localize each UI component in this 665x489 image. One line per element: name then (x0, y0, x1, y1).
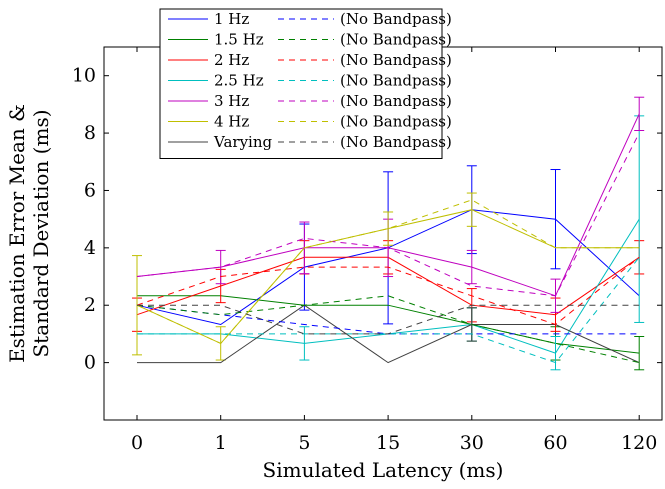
legend-label: (No Bandpass) (340, 51, 452, 69)
y-axis-title-line-2: Standard Deviation (ms) (29, 109, 53, 357)
legend-label: Varying (213, 133, 273, 151)
legend-label: (No Bandpass) (340, 113, 452, 131)
legend-label: (No Bandpass) (340, 133, 452, 151)
y-tick-label: 2 (84, 294, 96, 316)
legend-label: 2.5 Hz (214, 72, 264, 90)
y-tick-label: 0 (84, 352, 96, 374)
y-tick-label: 8 (84, 122, 96, 144)
x-tick-label: 0 (131, 432, 143, 454)
series-line (136, 304, 640, 335)
series-line (136, 256, 640, 326)
series-line (137, 304, 640, 335)
x-tick-label: 60 (543, 432, 567, 454)
legend-label: 1.5 Hz (214, 31, 264, 49)
legend-label: 1 Hz (214, 10, 249, 28)
legend-label: (No Bandpass) (340, 72, 452, 90)
y-tick-label: 10 (72, 65, 96, 87)
x-tick-label: 5 (298, 432, 310, 454)
y-axis-title-line-1: Estimation Error Mean & (5, 104, 29, 363)
x-axis-title: Simulated Latency (ms) (263, 458, 504, 482)
legend-label: 4 Hz (214, 113, 249, 131)
y-tick-label: 6 (84, 179, 96, 201)
legend-box (159, 8, 443, 159)
x-tick-label: 120 (621, 432, 657, 454)
series-line (137, 256, 640, 364)
x-tick-label: 1 (215, 432, 227, 454)
series-line (136, 132, 640, 297)
x-tick-label: 30 (460, 432, 484, 454)
y-tick-label: 4 (84, 237, 96, 259)
legend: 1 Hz 1.5 Hz 2 Hz 2.5 Hz 3 Hz 4 Hz Varying (No B… (159, 8, 452, 159)
x-tick-label: 15 (376, 432, 400, 454)
legend-label: 2 Hz (214, 51, 249, 69)
legend-label: 3 Hz (214, 92, 249, 110)
legend-label: (No Bandpass) (340, 31, 452, 49)
series-line (136, 199, 640, 345)
plot-area (132, 96, 645, 371)
legend-label: (No Bandpass) (340, 92, 452, 110)
legend-label: (No Bandpass) (340, 10, 452, 28)
